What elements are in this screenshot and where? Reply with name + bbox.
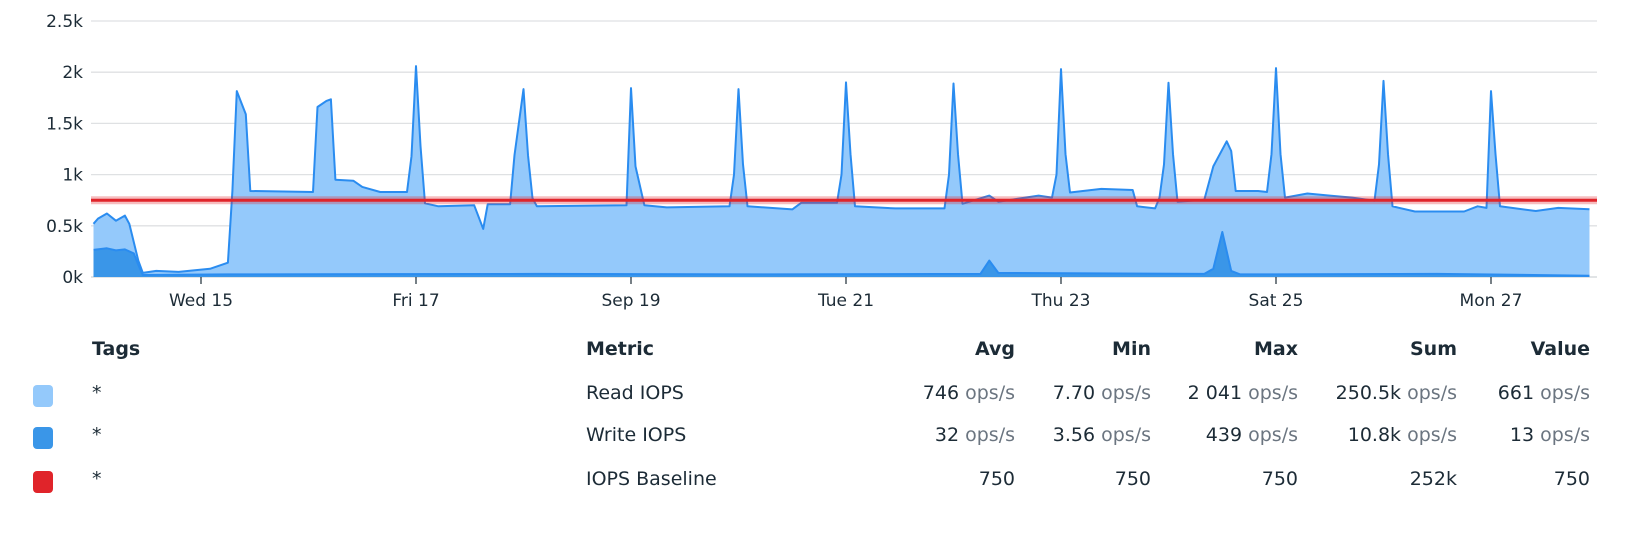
value-unit: ops/s [1540, 382, 1590, 404]
min-unit: ops/s [1101, 382, 1151, 404]
avg-value: 746 [922, 382, 960, 404]
min-unit: ops/s [1101, 424, 1151, 446]
value-cell: 13 ops/s [1510, 424, 1590, 446]
avg-value: 32 [934, 424, 960, 446]
header-tags[interactable]: Tags [92, 338, 141, 360]
max-value: 2 041 [1187, 382, 1243, 404]
y-tick-label: 1k [62, 166, 83, 186]
avg-unit: ops/s [965, 424, 1015, 446]
sum-unit: ops/s [1407, 424, 1457, 446]
x-tick-label: Thu 23 [1031, 291, 1091, 311]
min-cell: 750 [1115, 468, 1151, 490]
y-tick-label: 0k [62, 268, 83, 288]
x-tick-label: Sat 25 [1249, 291, 1304, 311]
x-tick-label: Fri 17 [392, 291, 439, 311]
header-value[interactable]: Value [1530, 338, 1590, 360]
iops-chart: 0k 0.5k 1k 1.5k 2k 2.5k Wed 15 Fri 17 Sep 19 Tue … [46, 12, 1597, 311]
y-tick-label: 2k [62, 63, 83, 83]
min-value: 750 [1114, 468, 1151, 490]
tags-cell: * [92, 424, 102, 446]
legend-header: Tags Metric Avg Min Max Sum Value [0, 338, 1628, 368]
min-cell: 7.70 ops/s [1053, 382, 1151, 404]
avg-value: 750 [978, 468, 1015, 490]
sum-value: 250.5k [1335, 382, 1402, 404]
min-cell: 3.56 ops/s [1053, 424, 1151, 446]
y-tick-label: 2.5k [46, 12, 83, 32]
x-tick-label: Mon 27 [1460, 291, 1523, 311]
write-iops-line [93, 231, 1590, 277]
max-unit: ops/s [1248, 382, 1298, 404]
max-unit: ops/s [1248, 424, 1298, 446]
header-metric[interactable]: Metric [586, 338, 655, 360]
avg-cell: 746 ops/s [923, 382, 1015, 404]
tags-cell: * [92, 468, 102, 490]
value-value: 750 [1553, 468, 1590, 490]
sum-cell: 10.8k ops/s [1348, 424, 1457, 446]
value-cell: 750 [1554, 468, 1590, 490]
x-tick-label: Tue 21 [817, 291, 874, 311]
max-cell: 439 ops/s [1206, 424, 1298, 446]
header-sum[interactable]: Sum [1409, 338, 1457, 360]
legend-row[interactable]: * IOPS Baseline 750 750 750 252k 750 [0, 468, 1628, 498]
min-value: 7.70 [1052, 382, 1096, 404]
value-unit: ops/s [1540, 424, 1590, 446]
max-cell: 750 [1262, 468, 1298, 490]
legend-row[interactable]: * Read IOPS 746 ops/s 7.70 ops/s 2 041 ops/… [0, 382, 1628, 412]
x-tick-label: Wed 15 [169, 291, 233, 311]
y-tick-label: 0.5k [46, 217, 83, 237]
metric-cell: IOPS Baseline [586, 468, 717, 490]
tags-cell: * [92, 382, 102, 404]
series-color-swatch[interactable] [33, 427, 53, 449]
y-tick-label: 1.5k [46, 114, 83, 134]
write-iops-area [93, 232, 1590, 277]
header-min[interactable]: Min [1112, 338, 1151, 360]
sum-cell: 250.5k ops/s [1336, 382, 1457, 404]
value-cell: 661 ops/s [1498, 382, 1590, 404]
avg-cell: 32 ops/s [935, 424, 1015, 446]
metric-cell: Write IOPS [586, 424, 687, 446]
avg-unit: ops/s [965, 382, 1015, 404]
legend-row[interactable]: * Write IOPS 32 ops/s 3.56 ops/s 439 ops/s 1… [0, 424, 1628, 454]
avg-cell: 750 [979, 468, 1015, 490]
read-iops-area [93, 66, 1590, 277]
series-color-swatch[interactable] [33, 385, 53, 407]
max-value: 750 [1261, 468, 1298, 490]
max-value: 439 [1205, 424, 1243, 446]
x-tick-label: Sep 19 [601, 291, 660, 311]
header-avg[interactable]: Avg [974, 338, 1015, 360]
header-max[interactable]: Max [1254, 338, 1298, 360]
sum-value: 10.8k [1347, 424, 1402, 446]
read-iops-line [92, 65, 1590, 274]
series-color-swatch[interactable] [33, 471, 53, 493]
sum-value: 252k [1409, 468, 1457, 490]
sum-unit: ops/s [1407, 382, 1457, 404]
value-value: 13 [1509, 424, 1535, 446]
min-value: 3.56 [1052, 424, 1096, 446]
metric-cell: Read IOPS [586, 382, 684, 404]
max-cell: 2 041 ops/s [1188, 382, 1298, 404]
sum-cell: 252k [1410, 468, 1457, 490]
value-value: 661 [1497, 382, 1535, 404]
